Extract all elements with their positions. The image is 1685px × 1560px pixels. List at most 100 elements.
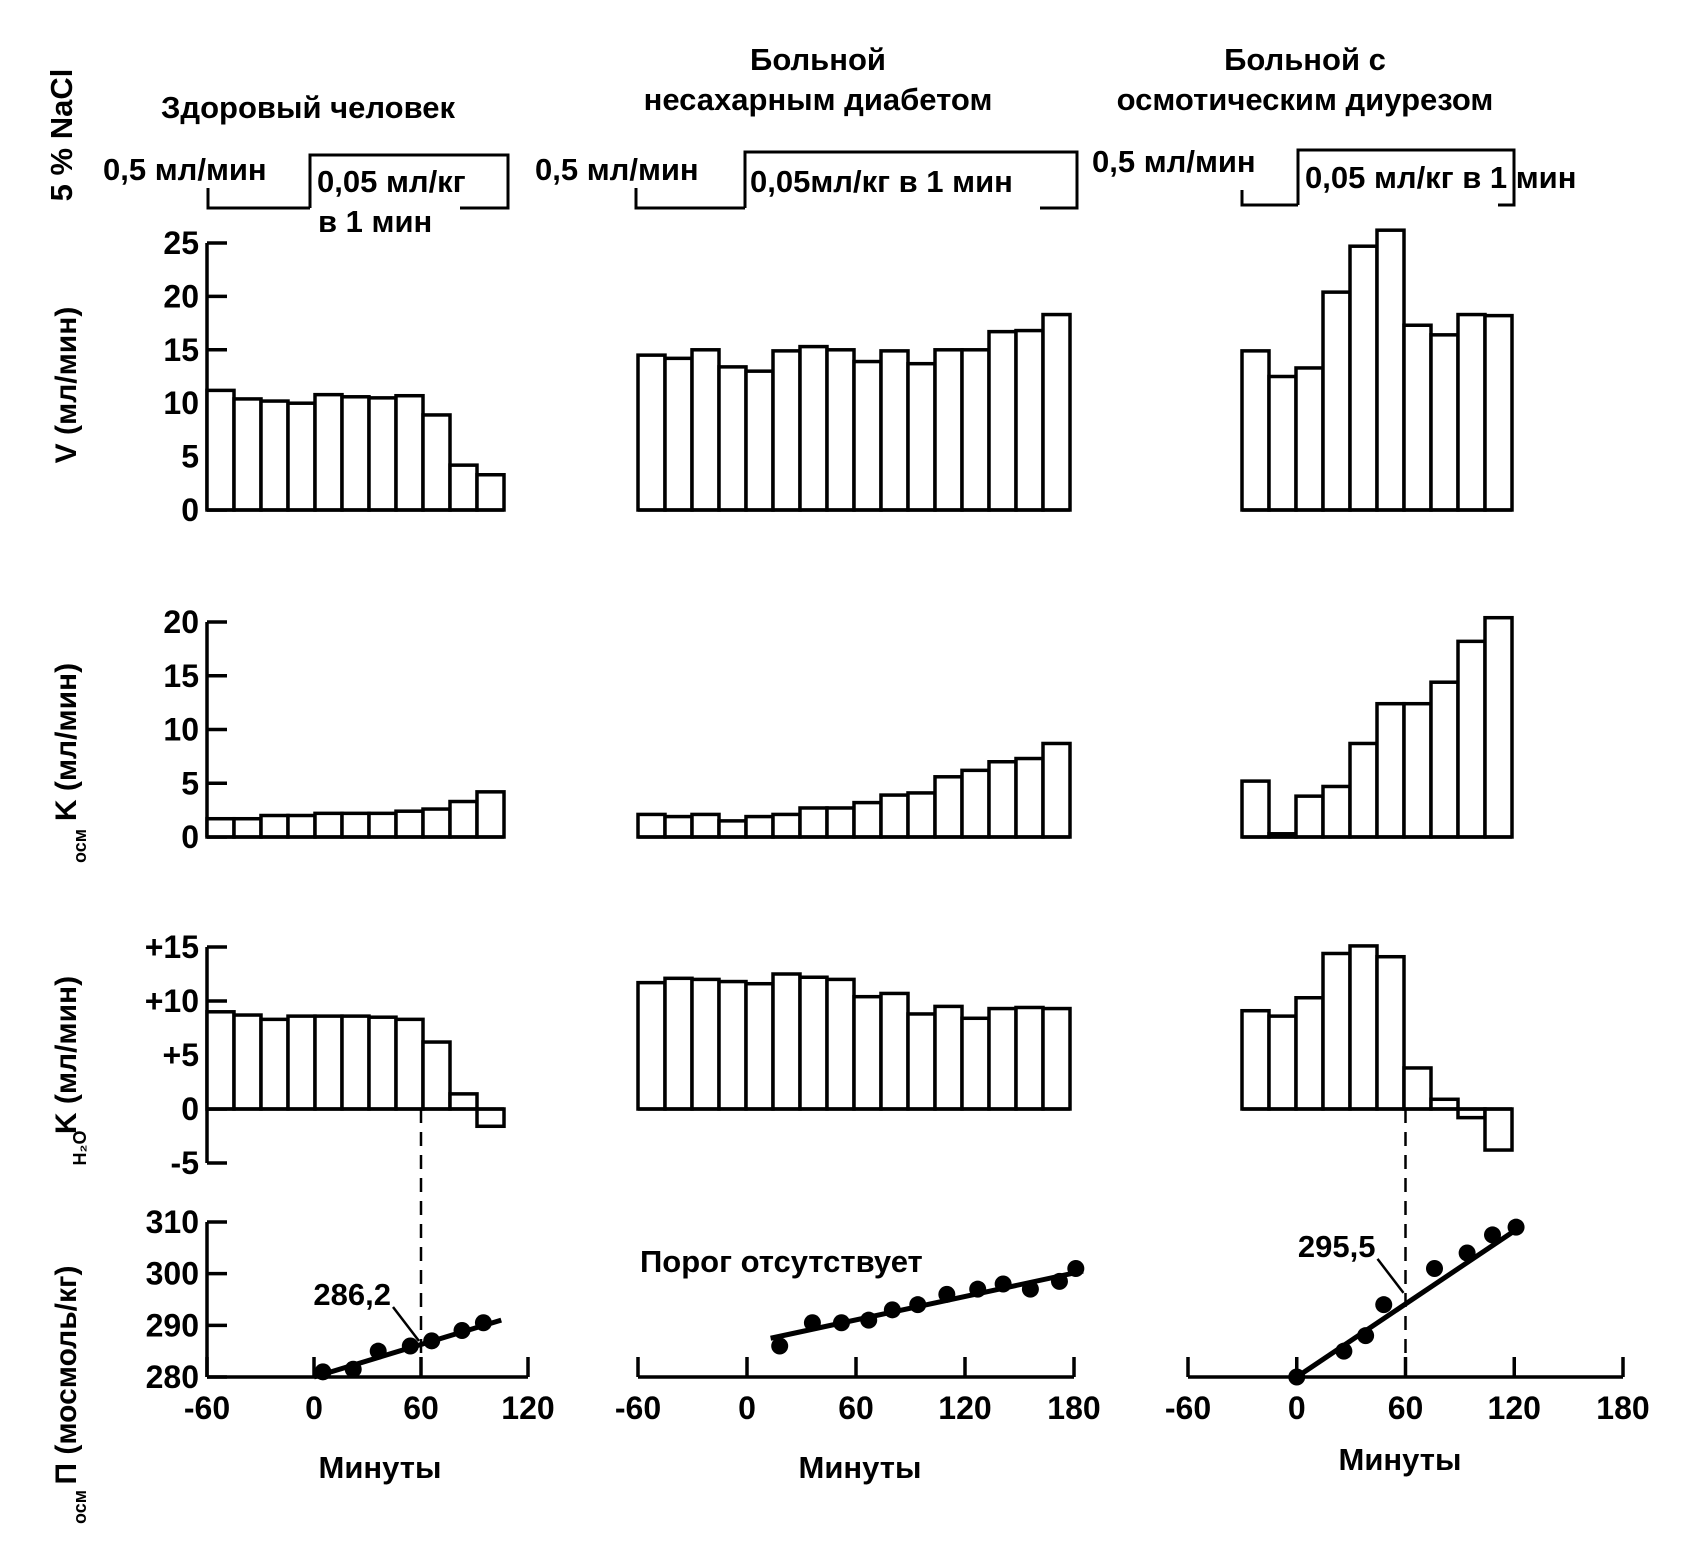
bar-Kosm-diabetes bbox=[690, 812, 721, 839]
x-tick-label-diabetes: 0 bbox=[738, 1390, 756, 1426]
data-point-diabetes bbox=[832, 1314, 850, 1332]
ylabel-kosm-group: K (мл/мин) bbox=[50, 663, 83, 821]
bar-V-healthy bbox=[232, 397, 263, 512]
bar-KH2O-osmotic bbox=[1348, 944, 1379, 1111]
bar-KH2O-osmotic bbox=[1321, 951, 1352, 1111]
y-tick-label-V: 25 bbox=[163, 225, 199, 261]
bar-Kosm-healthy bbox=[286, 813, 317, 839]
y-tick-label-V: 15 bbox=[163, 332, 199, 368]
y-tick-label-V: 20 bbox=[163, 278, 199, 314]
y-tick-label-KH2O: +5 bbox=[163, 1037, 199, 1073]
data-point-osmotic bbox=[1357, 1327, 1375, 1345]
data-point-osmotic bbox=[1507, 1218, 1525, 1236]
x-tick-label-osmotic: 60 bbox=[1388, 1390, 1424, 1426]
y-tick-label-Posm: 290 bbox=[146, 1307, 199, 1343]
no-threshold-annotation: Порог отсутствует bbox=[640, 1244, 923, 1279]
x-tick-label-diabetes: -60 bbox=[615, 1390, 661, 1426]
bar-Kosm-diabetes bbox=[852, 800, 883, 839]
bar-KH2O-osmotic bbox=[1240, 1008, 1271, 1111]
bar-Kosm-diabetes bbox=[1014, 756, 1045, 839]
bar-Kosm-healthy bbox=[340, 811, 371, 839]
x-tick-label-diabetes: 60 bbox=[838, 1390, 874, 1426]
bar-Kosm-healthy bbox=[421, 807, 452, 839]
x-tick-label-healthy: -60 bbox=[184, 1390, 230, 1426]
bar-KH2O-diabetes bbox=[960, 1016, 991, 1111]
ylabel-kosm-sub: осм bbox=[70, 829, 90, 863]
threshold-pointer-healthy bbox=[392, 1306, 420, 1342]
ylabel-kh2o-sub: H₂O bbox=[70, 1131, 90, 1166]
bar-V-osmotic bbox=[1483, 313, 1514, 512]
infusion-row-label: 5 % NaCl bbox=[44, 69, 79, 202]
bar-V-healthy bbox=[421, 413, 452, 512]
bar-KH2O-healthy bbox=[259, 1017, 290, 1111]
bar-KH2O-healthy bbox=[313, 1014, 344, 1111]
infusion-osmotic: 0,5 мл/мин 0,05 мл/кг в 1 мин bbox=[1092, 144, 1576, 207]
infusion-rate1-diabetes: 0,5 мл/мин bbox=[535, 152, 699, 187]
bar-KH2O-diabetes bbox=[636, 980, 667, 1111]
data-point-osmotic bbox=[1335, 1342, 1353, 1360]
bar-Kosm-diabetes bbox=[636, 812, 667, 839]
data-point-healthy bbox=[344, 1360, 362, 1378]
y-tick-label-V: 10 bbox=[163, 385, 199, 421]
bar-Kosm-osmotic bbox=[1375, 701, 1406, 839]
bar-Kosm-diabetes bbox=[663, 814, 694, 839]
column-title-diabetes-line2: несахарным диабетом bbox=[644, 82, 993, 117]
bar-KH2O-diabetes bbox=[825, 977, 856, 1111]
bar-KH2O-osmotic bbox=[1375, 954, 1406, 1111]
x-tick-label-diabetes: 180 bbox=[1047, 1390, 1100, 1426]
chart-marks: 0 5 10 15 20 25 0 5 10 15 20 -5 0 +5 +10 +15 280 290 300 31… bbox=[145, 225, 1650, 1426]
bar-KH2O-healthy bbox=[421, 1040, 452, 1111]
bar-KH2O-osmotic bbox=[1402, 1066, 1433, 1111]
data-point-diabetes bbox=[938, 1285, 956, 1303]
bar-Kosm-healthy bbox=[259, 813, 290, 839]
bar-V-healthy bbox=[394, 393, 425, 512]
threshold-label-healthy: 286,2 bbox=[313, 1277, 391, 1312]
bar-Kosm-osmotic bbox=[1294, 794, 1325, 839]
bar-Kosm-osmotic bbox=[1402, 701, 1433, 839]
bar-Kosm-diabetes bbox=[960, 768, 991, 839]
y-tick-label-Posm: 280 bbox=[146, 1359, 199, 1395]
y-tick-label-Posm: 300 bbox=[146, 1256, 199, 1292]
x-tick-label-osmotic: 120 bbox=[1488, 1390, 1541, 1426]
bar-V-diabetes bbox=[636, 353, 667, 512]
bar-V-healthy bbox=[313, 392, 344, 512]
bar-V-diabetes bbox=[771, 349, 802, 512]
bar-V-healthy bbox=[286, 401, 317, 512]
ylabel-v: V (мл/мин) bbox=[50, 307, 83, 464]
y-tick-label-KH2O: -5 bbox=[171, 1145, 199, 1181]
bar-KH2O-healthy bbox=[475, 1107, 506, 1129]
bar-KH2O-diabetes bbox=[987, 1006, 1018, 1111]
bar-KH2O-healthy bbox=[367, 1015, 398, 1111]
bar-Kosm-healthy bbox=[205, 816, 236, 839]
bar-KH2O-healthy bbox=[232, 1013, 263, 1111]
bar-V-osmotic bbox=[1375, 228, 1406, 512]
bar-KH2O-diabetes bbox=[744, 981, 775, 1111]
bar-KH2O-diabetes bbox=[798, 975, 829, 1111]
infusion-bracket2-diabetes bbox=[743, 150, 1079, 210]
bar-Kosm-diabetes bbox=[825, 806, 856, 839]
infusion-rate1-healthy: 0,5 мл/мин bbox=[103, 152, 267, 187]
x-tick-label-diabetes: 120 bbox=[938, 1390, 991, 1426]
infusion-bracket2-healthy bbox=[308, 153, 510, 210]
bar-Kosm-healthy bbox=[448, 799, 479, 839]
bar-KH2O-diabetes bbox=[717, 979, 748, 1111]
infusion-bracket1-healthy bbox=[206, 188, 310, 210]
data-point-diabetes bbox=[771, 1337, 789, 1355]
infusion-rate2-osmotic: 0,05 мл/кг в 1 мин bbox=[1305, 160, 1576, 195]
data-point-osmotic bbox=[1375, 1296, 1393, 1314]
threshold-pointer-osmotic bbox=[1376, 1258, 1405, 1294]
y-tick-label-Kosm: 10 bbox=[163, 712, 199, 748]
data-point-osmotic bbox=[1458, 1244, 1476, 1262]
bar-Kosm-diabetes bbox=[798, 806, 829, 839]
infusion-bracket1-osmotic bbox=[1240, 190, 1298, 207]
bar-Kosm-osmotic bbox=[1348, 741, 1379, 839]
data-point-healthy bbox=[401, 1337, 419, 1355]
column-title-osmotic-line2: осмотическим диурезом bbox=[1117, 82, 1494, 117]
x-tick-label-osmotic: 0 bbox=[1288, 1390, 1306, 1426]
y-tick-label-Kosm: 5 bbox=[181, 765, 199, 801]
bar-KH2O-diabetes bbox=[1014, 1005, 1045, 1111]
bar-KH2O-healthy bbox=[394, 1017, 425, 1111]
bar-Kosm-diabetes bbox=[1041, 741, 1072, 839]
bar-Kosm-diabetes bbox=[933, 775, 964, 839]
